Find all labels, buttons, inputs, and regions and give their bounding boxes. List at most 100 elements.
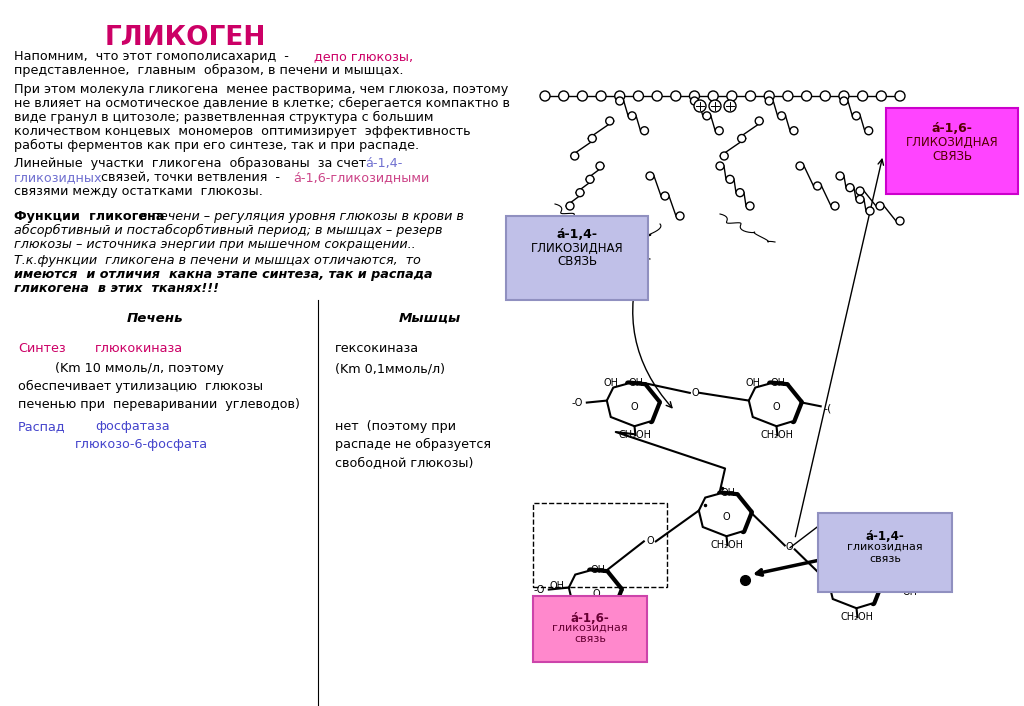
Circle shape [737, 135, 745, 143]
Text: количеством концевых  мономеров  оптимизирует  эффективность: количеством концевых мономеров оптимизир… [14, 125, 471, 138]
Circle shape [765, 97, 773, 105]
Circle shape [716, 162, 724, 170]
Text: СВЯЗЬ: СВЯЗЬ [557, 255, 597, 268]
Text: O: O [722, 512, 730, 522]
Circle shape [840, 97, 848, 105]
Text: á-1,4-: á-1,4- [556, 228, 597, 241]
Polygon shape [749, 383, 801, 426]
Text: ГЛИКОЗИДНАЯ: ГЛИКОЗИДНАЯ [905, 136, 998, 149]
FancyBboxPatch shape [534, 596, 647, 662]
Text: обеспечивает утилизацию  глюкозы: обеспечивает утилизацию глюкозы [18, 380, 263, 393]
Text: депо глюкозы,: депо глюкозы, [314, 50, 413, 63]
Circle shape [727, 91, 737, 101]
Circle shape [756, 117, 763, 125]
Text: глюкокиназа: глюкокиназа [95, 342, 183, 355]
Circle shape [831, 202, 839, 210]
Circle shape [559, 91, 568, 101]
Circle shape [709, 91, 718, 101]
Text: глюкозы – источника энергии при мышечном сокращении..: глюкозы – источника энергии при мышечном… [14, 238, 416, 251]
Circle shape [856, 187, 864, 195]
Text: CH₂OH: CH₂OH [711, 540, 744, 550]
Text: CH₂OH: CH₂OH [841, 612, 873, 622]
Text: Мышцы: Мышцы [399, 312, 461, 325]
FancyBboxPatch shape [886, 108, 1018, 194]
Circle shape [702, 112, 711, 120]
Circle shape [745, 91, 756, 101]
Circle shape [858, 91, 867, 101]
Circle shape [864, 127, 872, 135]
Text: Печень: Печень [127, 312, 183, 325]
Circle shape [866, 207, 874, 215]
Circle shape [646, 172, 654, 180]
Circle shape [715, 127, 723, 135]
Circle shape [724, 100, 736, 112]
Circle shape [813, 182, 821, 190]
Circle shape [628, 112, 636, 120]
Text: OH: OH [903, 587, 918, 597]
Circle shape [652, 91, 663, 101]
Circle shape [777, 112, 785, 120]
Circle shape [570, 152, 579, 160]
Circle shape [566, 202, 574, 210]
Text: фосфатаза: фосфатаза [95, 420, 170, 433]
Text: абсорбтивный и постабсорбтивный период; в мышцах – резерв: абсорбтивный и постабсорбтивный период; … [14, 224, 442, 237]
Text: (Km 10 ммоль/л, поэтому: (Km 10 ммоль/л, поэтому [55, 362, 224, 375]
Polygon shape [828, 566, 881, 609]
Circle shape [790, 127, 798, 135]
Text: O: O [772, 402, 780, 412]
Text: á-1,6-: á-1,6- [932, 122, 973, 135]
Circle shape [575, 189, 584, 197]
Text: á-1,6-гликозидными: á-1,6-гликозидными [293, 171, 429, 184]
Polygon shape [607, 383, 658, 426]
Circle shape [614, 91, 625, 101]
Circle shape [877, 91, 887, 101]
Text: O: O [592, 589, 600, 599]
Text: не влияет на осмотическое давление в клетке; сберегается компактно в: не влияет на осмотическое давление в кле… [14, 97, 510, 110]
Text: гликозидная: гликозидная [552, 623, 628, 633]
Text: -(: -( [823, 403, 833, 413]
Text: á-1,4-: á-1,4- [365, 157, 402, 170]
Text: CH₂OH: CH₂OH [581, 617, 614, 627]
Text: O: O [646, 537, 653, 546]
Circle shape [690, 97, 698, 105]
Text: связь: связь [869, 554, 901, 564]
Circle shape [856, 196, 864, 203]
Text: O: O [786, 542, 794, 552]
Text: ГЛИКОГЕН: ГЛИКОГЕН [104, 25, 265, 51]
Text: связь: связь [574, 634, 606, 644]
Text: СВЯЗЬ: СВЯЗЬ [932, 150, 972, 163]
Circle shape [662, 192, 669, 200]
Text: -O: -O [534, 585, 545, 594]
Text: свободной глюкозы): свободной глюкозы) [335, 456, 473, 469]
Text: связей, точки ветвления  -: связей, точки ветвления - [93, 171, 284, 184]
Text: виде гранул в цитозоле; разветвленная структура с большим: виде гранул в цитозоле; разветвленная ст… [14, 111, 433, 124]
Polygon shape [698, 493, 751, 537]
Text: Линейные  участки  гликогена  образованы  за счет: Линейные участки гликогена образованы за… [14, 157, 370, 170]
Circle shape [820, 91, 830, 101]
Circle shape [846, 184, 854, 191]
Circle shape [896, 217, 904, 225]
Circle shape [578, 91, 588, 101]
Text: CH₂OH: CH₂OH [761, 430, 794, 441]
Text: нет  (поэтому при: нет (поэтому при [335, 420, 456, 433]
Text: á-1,4-: á-1,4- [865, 530, 904, 543]
Text: работы ферментов как при его синтезе, так и при распаде.: работы ферментов как при его синтезе, та… [14, 139, 419, 152]
Text: гликозидных: гликозидных [14, 171, 102, 184]
Circle shape [852, 112, 860, 120]
Circle shape [640, 127, 648, 135]
Text: CH₂OH: CH₂OH [618, 430, 652, 441]
Text: Напомним,  что этот гомополисахарид  -: Напомним, что этот гомополисахарид - [14, 50, 297, 63]
FancyBboxPatch shape [506, 216, 648, 300]
FancyBboxPatch shape [818, 513, 952, 592]
Text: гексокиназа: гексокиназа [335, 342, 419, 355]
Text: имеются  и отличия  какна этапе синтеза, так и распада: имеются и отличия какна этапе синтеза, т… [14, 268, 432, 281]
Text: При этом молекула гликогена  менее растворима, чем глюкоза, поэтому: При этом молекула гликогена менее раство… [14, 83, 508, 96]
Circle shape [689, 91, 699, 101]
Text: ГЛИКОЗИДНАЯ: ГЛИКОЗИДНАЯ [530, 242, 624, 255]
Text: -O: -O [571, 397, 583, 407]
Text: Функции  гликогена: Функции гликогена [14, 210, 165, 223]
Circle shape [720, 152, 728, 160]
Circle shape [836, 172, 844, 180]
Circle shape [783, 91, 793, 101]
Text: связями между остатками  глюкозы.: связями между остатками глюкозы. [14, 185, 263, 198]
